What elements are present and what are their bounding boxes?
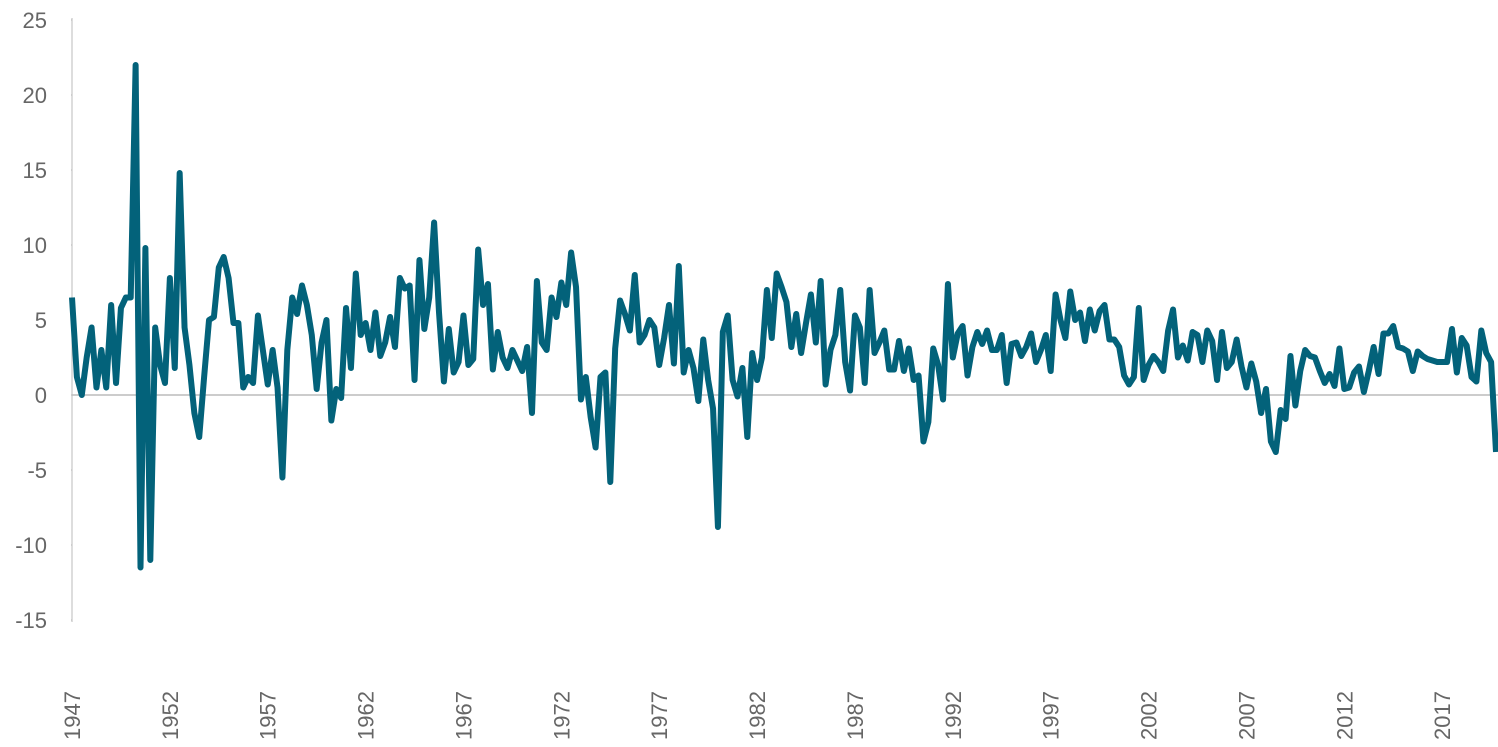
y-tick-label: 25 xyxy=(23,8,47,33)
x-tick-label: 1952 xyxy=(158,691,183,740)
y-tick-label: 5 xyxy=(35,308,47,333)
x-tick-label: 1982 xyxy=(745,691,770,740)
x-tick-label: 1977 xyxy=(647,691,672,740)
x-tick-label: 1947 xyxy=(60,691,85,740)
line-series xyxy=(69,62,1498,571)
y-tick-label: 20 xyxy=(23,83,47,108)
x-tick-label: 1987 xyxy=(843,691,868,740)
y-tick-label: -10 xyxy=(15,533,47,558)
y-tick-label: 0 xyxy=(35,383,47,408)
x-tick-label: 1957 xyxy=(256,691,281,740)
x-tick-label: 1972 xyxy=(549,691,574,740)
x-tick-label: 1967 xyxy=(451,691,476,740)
x-tick-label: 1962 xyxy=(354,691,379,740)
x-tick-label: 2002 xyxy=(1137,691,1162,740)
y-tick-label: -5 xyxy=(27,458,47,483)
x-tick-label: 2017 xyxy=(1430,691,1455,740)
y-tick-label: 15 xyxy=(23,158,47,183)
y-tick-label: -15 xyxy=(15,608,47,633)
x-tick-label: 2012 xyxy=(1332,691,1357,740)
x-tick-label: 2007 xyxy=(1234,691,1259,740)
y-tick-label: 10 xyxy=(23,233,47,258)
x-tick-label: 1992 xyxy=(941,691,966,740)
x-tick-label: 1997 xyxy=(1039,691,1064,740)
